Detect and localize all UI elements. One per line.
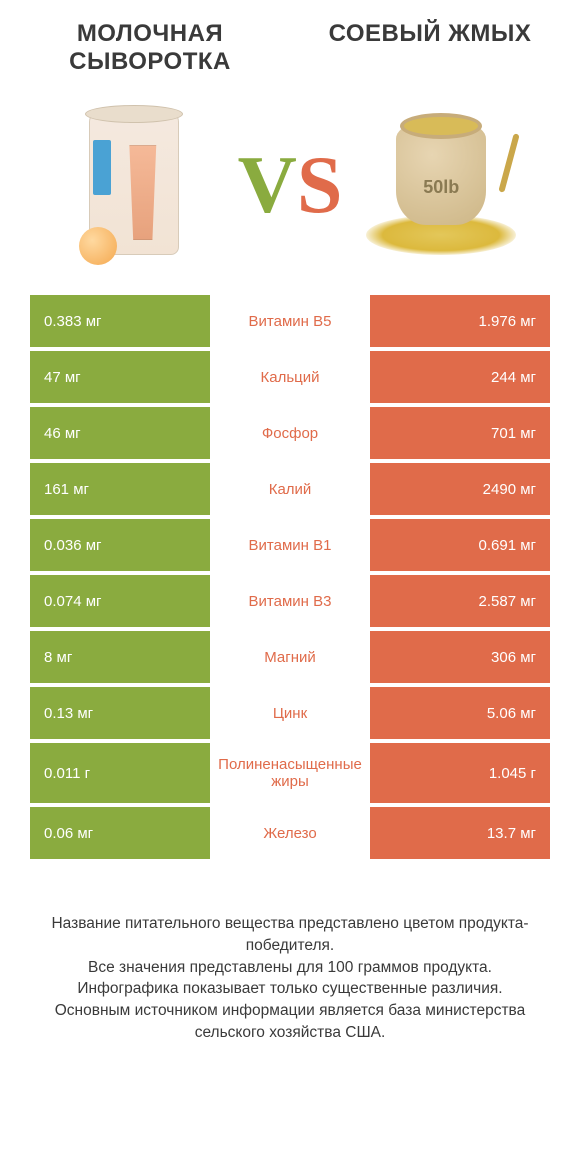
table-row: 0.011 гПолиненасыщенные жиры1.045 г <box>30 743 550 803</box>
vs-s: S <box>297 138 343 232</box>
product-left-title: МОЛОЧНАЯ СЫВОРОТКА <box>30 20 270 75</box>
value-left: 46 мг <box>30 407 210 459</box>
value-right: 0.691 мг <box>370 519 550 571</box>
table-row: 0.074 мгВитамин B32.587 мг <box>30 575 550 627</box>
footer-line: Все значения представлены для 100 граммо… <box>28 957 552 979</box>
footer-line: Инфографика показывает только существенн… <box>28 978 552 1000</box>
value-left: 0.011 г <box>30 743 210 803</box>
table-row: 0.036 мгВитамин B10.691 мг <box>30 519 550 571</box>
value-left: 0.383 мг <box>30 295 210 347</box>
value-left: 8 мг <box>30 631 210 683</box>
nutrient-label: Полиненасыщенные жиры <box>210 743 370 803</box>
footer-line: Основным источником информации является … <box>28 1000 552 1043</box>
value-left: 161 мг <box>30 463 210 515</box>
value-right: 13.7 мг <box>370 807 550 859</box>
sack-label: 50lb <box>366 177 516 198</box>
table-row: 0.13 мгЦинк5.06 мг <box>30 687 550 739</box>
vs-label: VS <box>238 138 343 232</box>
value-left: 0.074 мг <box>30 575 210 627</box>
value-right: 244 мг <box>370 351 550 403</box>
table-row: 46 мгФосфор701 мг <box>30 407 550 459</box>
table-row: 0.06 мгЖелезо13.7 мг <box>30 807 550 859</box>
value-left: 47 мг <box>30 351 210 403</box>
vs-v: V <box>238 138 297 232</box>
table-row: 0.383 мгВитамин B51.976 мг <box>30 295 550 347</box>
table-row: 8 мгМагний306 мг <box>30 631 550 683</box>
nutrient-label: Витамин B5 <box>210 295 370 347</box>
table-row: 47 мгКальций244 мг <box>30 351 550 403</box>
nutrient-label: Витамин B1 <box>210 519 370 571</box>
product-right-image: 50lb <box>342 105 540 265</box>
nutrient-label: Кальций <box>210 351 370 403</box>
images-row: VS 50lb <box>0 85 580 295</box>
header: МОЛОЧНАЯ СЫВОРОТКА СОЕВЫЙ ЖМЫХ <box>0 0 580 85</box>
nutrient-label: Витамин B3 <box>210 575 370 627</box>
nutrient-label: Калий <box>210 463 370 515</box>
value-left: 0.13 мг <box>30 687 210 739</box>
footer-line: Название питательного вещества представл… <box>28 913 552 956</box>
product-right-title: СОЕВЫЙ ЖМЫХ <box>310 20 550 75</box>
nutrient-label: Цинк <box>210 687 370 739</box>
value-right: 5.06 мг <box>370 687 550 739</box>
nutrient-label: Железо <box>210 807 370 859</box>
table-row: 161 мгКалий2490 мг <box>30 463 550 515</box>
value-right: 1.045 г <box>370 743 550 803</box>
value-right: 701 мг <box>370 407 550 459</box>
value-left: 0.036 мг <box>30 519 210 571</box>
value-right: 2.587 мг <box>370 575 550 627</box>
value-right: 306 мг <box>370 631 550 683</box>
product-left-image <box>40 105 238 265</box>
value-left: 0.06 мг <box>30 807 210 859</box>
footer-notes: Название питательного вещества представл… <box>0 863 580 1043</box>
comparison-table: 0.383 мгВитамин B51.976 мг47 мгКальций24… <box>0 295 580 859</box>
nutrient-label: Магний <box>210 631 370 683</box>
value-right: 2490 мг <box>370 463 550 515</box>
nutrient-label: Фосфор <box>210 407 370 459</box>
value-right: 1.976 мг <box>370 295 550 347</box>
